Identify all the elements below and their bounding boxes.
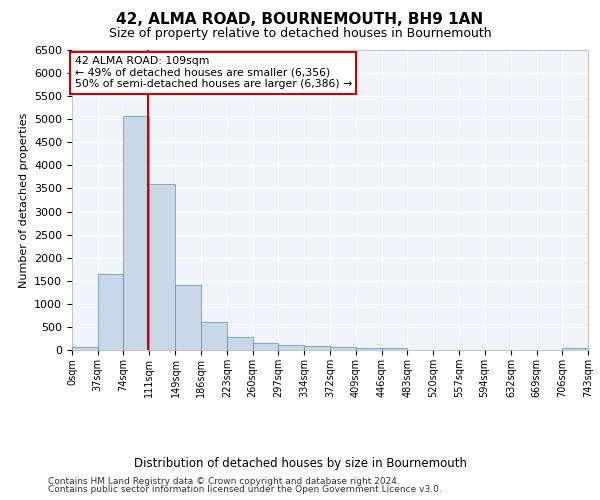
Text: Distribution of detached houses by size in Bournemouth: Distribution of detached houses by size … <box>133 458 467 470</box>
Bar <box>124 116 149 350</box>
Bar <box>72 346 98 350</box>
Bar <box>562 348 588 350</box>
Bar <box>331 347 356 350</box>
Y-axis label: Number of detached properties: Number of detached properties <box>19 112 29 288</box>
Bar <box>382 348 407 350</box>
Bar <box>149 184 175 350</box>
Bar <box>304 346 331 350</box>
Text: Contains HM Land Registry data © Crown copyright and database right 2024.: Contains HM Land Registry data © Crown c… <box>48 477 400 486</box>
Text: Size of property relative to detached houses in Bournemouth: Size of property relative to detached ho… <box>109 28 491 40</box>
Bar <box>253 343 278 350</box>
Bar <box>98 274 124 350</box>
Bar <box>201 322 227 350</box>
Bar <box>356 348 382 350</box>
Bar <box>227 336 253 350</box>
Bar <box>175 286 201 350</box>
Bar <box>278 344 304 350</box>
Text: 42, ALMA ROAD, BOURNEMOUTH, BH9 1AN: 42, ALMA ROAD, BOURNEMOUTH, BH9 1AN <box>116 12 484 28</box>
Text: 42 ALMA ROAD: 109sqm
← 49% of detached houses are smaller (6,356)
50% of semi-de: 42 ALMA ROAD: 109sqm ← 49% of detached h… <box>74 56 352 89</box>
Text: Contains public sector information licensed under the Open Government Licence v3: Contains public sector information licen… <box>48 485 442 494</box>
